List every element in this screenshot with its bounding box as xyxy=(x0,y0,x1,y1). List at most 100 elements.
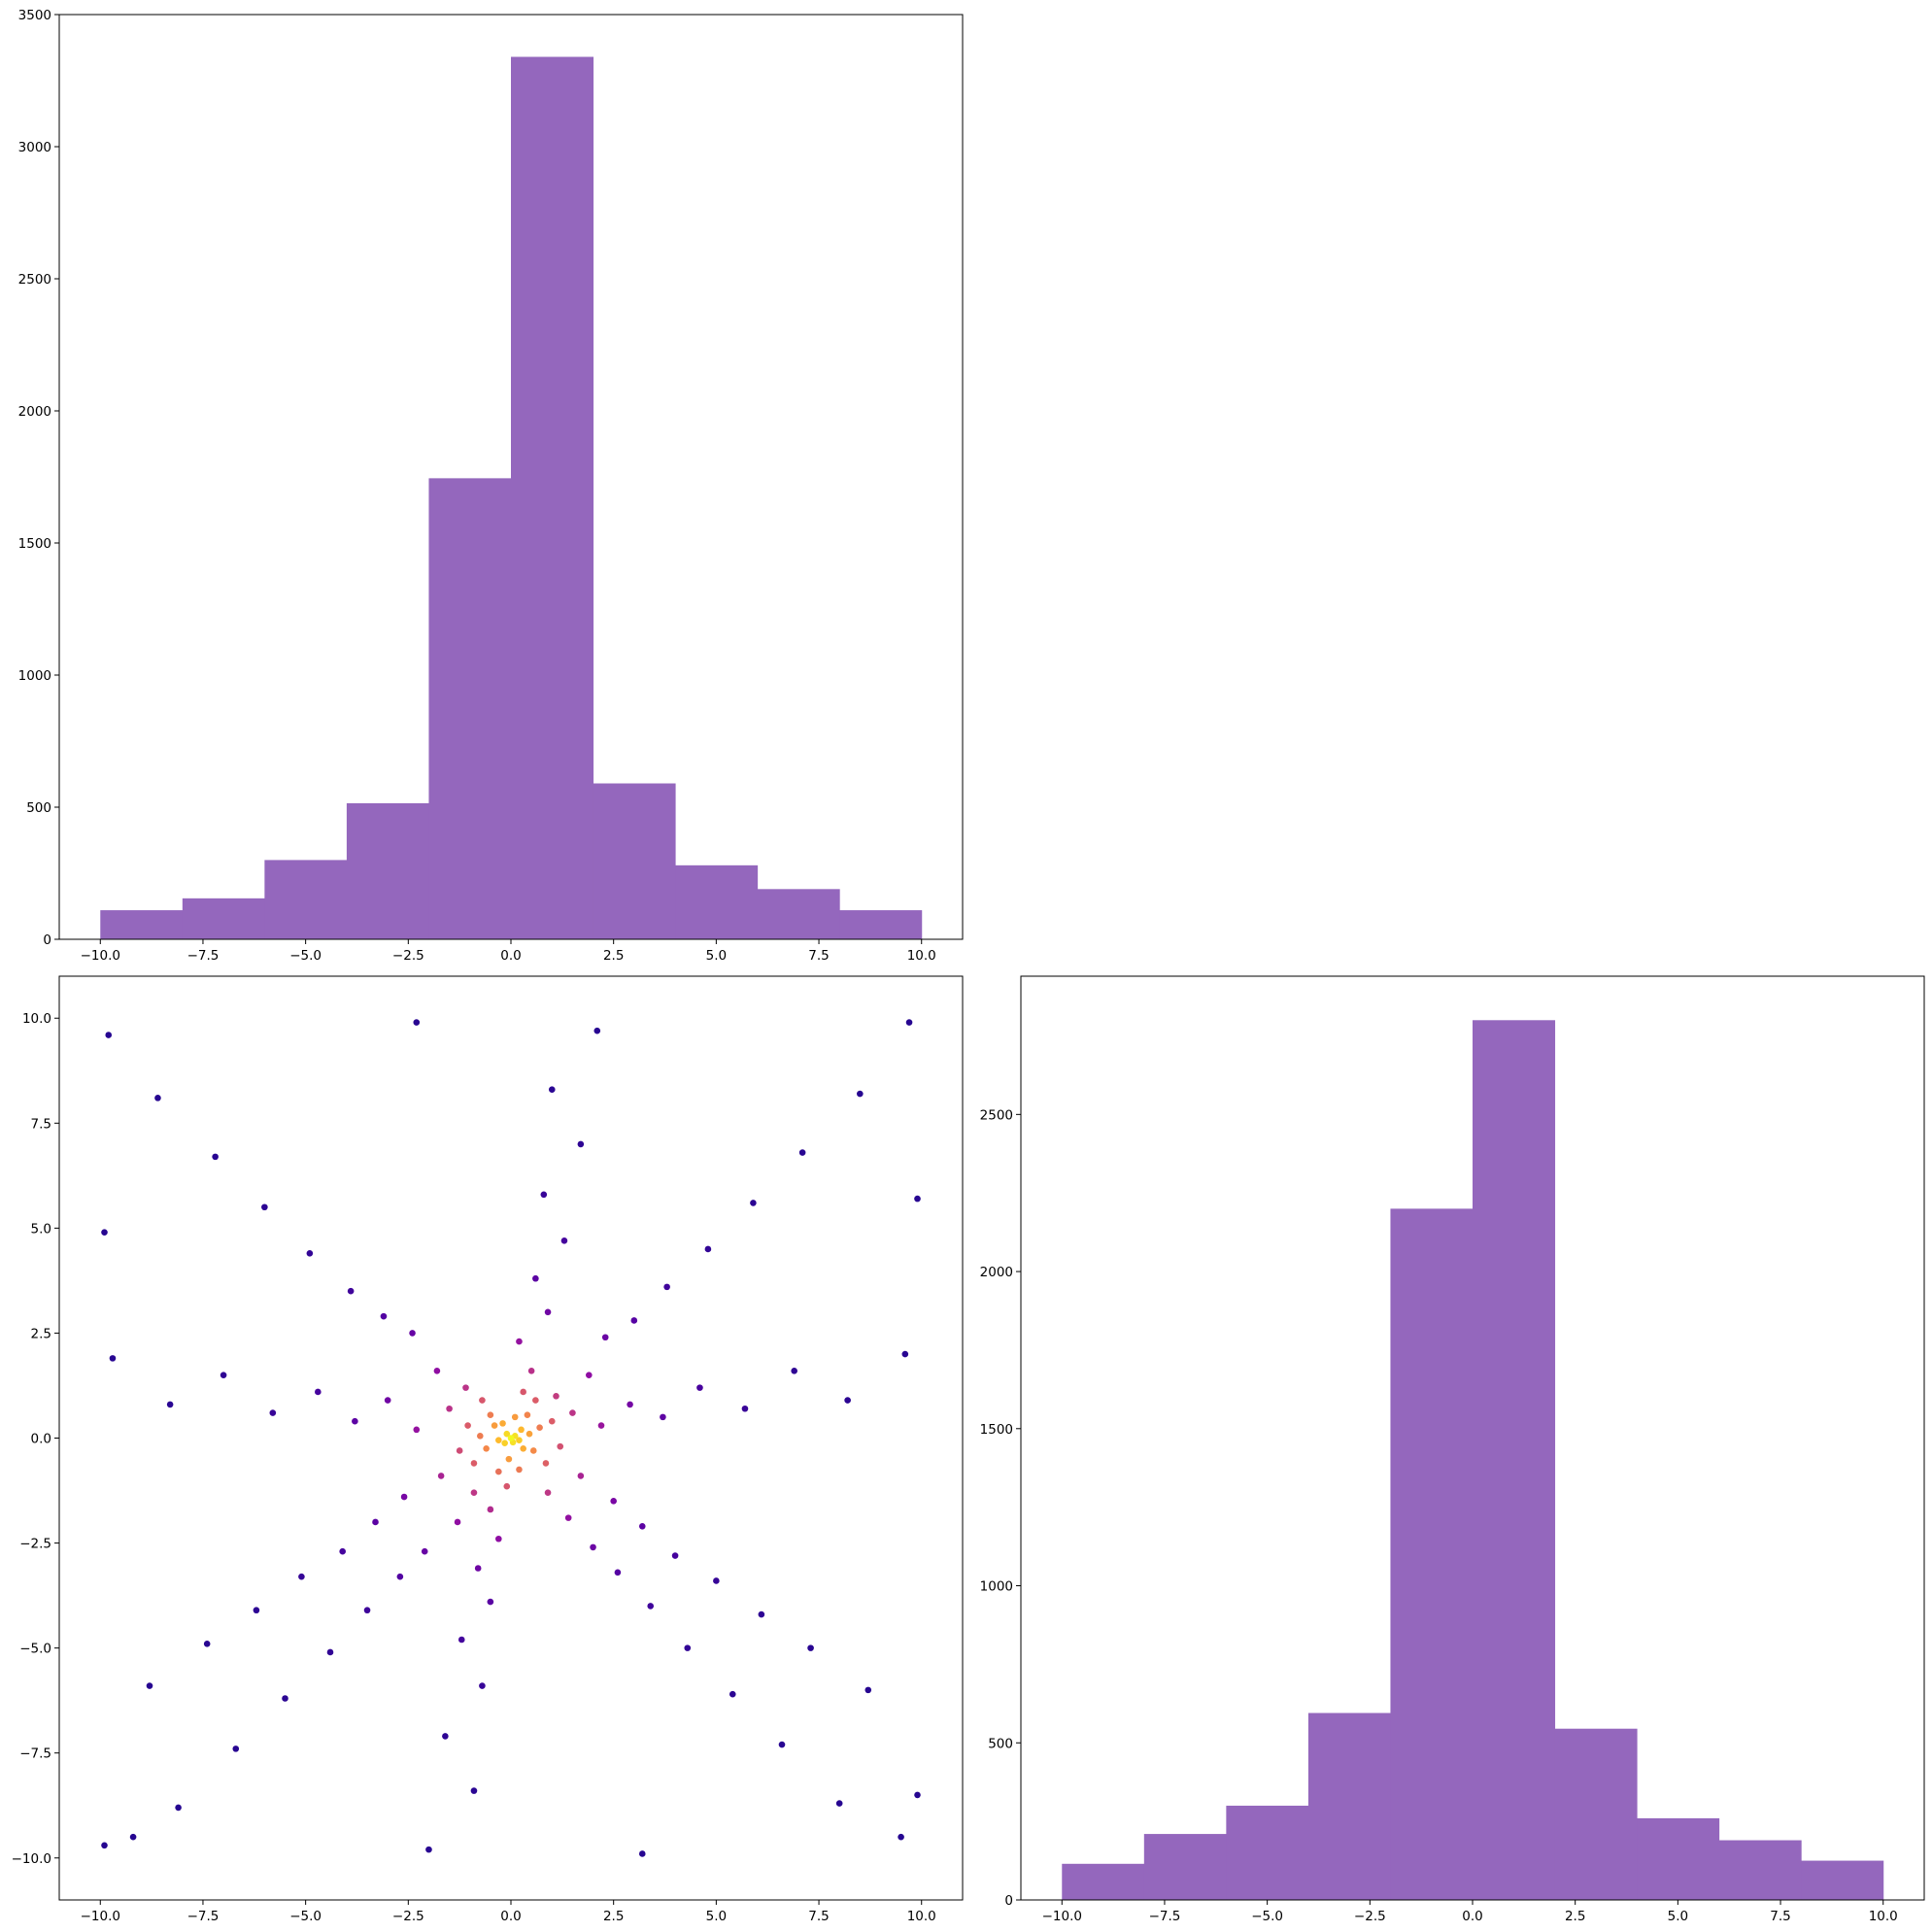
scatter-point xyxy=(610,1498,617,1505)
scatter-point xyxy=(446,1405,453,1412)
scatter-point xyxy=(524,1411,531,1419)
scatter-point xyxy=(421,1547,428,1555)
y-tick-label: 0.0 xyxy=(31,1432,51,1447)
scatter-point xyxy=(154,1095,161,1102)
scatter-point xyxy=(487,1506,494,1513)
x-tick-label: −7.5 xyxy=(187,1909,220,1924)
x-tick-label: −7.5 xyxy=(187,948,220,964)
scatter-point xyxy=(507,1435,515,1441)
scatter-point xyxy=(557,1442,564,1450)
scatter-point xyxy=(129,1833,137,1841)
scatter-point xyxy=(298,1573,305,1580)
scatter-point xyxy=(470,1460,478,1467)
y-tick-label: 10.0 xyxy=(22,1011,51,1027)
y-tick-label: 3000 xyxy=(18,140,51,155)
scatter-point xyxy=(306,1250,314,1257)
scatter-point xyxy=(433,1368,441,1374)
scatter-point xyxy=(400,1493,408,1501)
scatter-point xyxy=(476,1433,484,1440)
bottom-left-scatter-plot: −10.0 −7.5 −5.0 −2.5 0.0 2.5 5.0 7.5 10.0 −10.0 −7… xyxy=(12,975,964,1924)
scatter-point xyxy=(396,1573,404,1580)
scatter-point xyxy=(527,1368,535,1374)
x-tick-label: −10.0 xyxy=(1042,1909,1082,1924)
scatter-point xyxy=(105,1032,113,1038)
scatter-point xyxy=(495,1468,502,1475)
scatter-point xyxy=(638,1522,646,1530)
x-tick-label: −10.0 xyxy=(81,1909,120,1924)
scatter-point xyxy=(520,1445,526,1452)
scatter-point xyxy=(487,1598,494,1606)
scatter-point xyxy=(529,1447,537,1454)
axes-frame xyxy=(58,14,964,940)
x-tick-label: −5.0 xyxy=(289,948,322,964)
scatter-point xyxy=(807,1644,814,1651)
scatter-point xyxy=(269,1409,277,1416)
x-tick-label: −2.5 xyxy=(392,948,424,964)
scatter-point xyxy=(630,1317,638,1324)
y-tick-label: −10.0 xyxy=(12,1851,51,1867)
histogram-bar xyxy=(1637,1817,1720,1900)
scatter-point xyxy=(437,1473,445,1479)
y-tick-label: 1500 xyxy=(18,536,51,552)
x-tick-label: 2.5 xyxy=(603,948,624,964)
scatter-point xyxy=(315,1388,322,1396)
histogram-bar xyxy=(1390,1208,1474,1900)
x-tick-label: 5.0 xyxy=(706,1909,727,1924)
y-tick-label: 5.0 xyxy=(31,1221,51,1237)
scatter-point xyxy=(684,1644,692,1651)
scatter-point xyxy=(857,1090,864,1098)
scatter-point xyxy=(542,1460,550,1467)
y-tick-label: 500 xyxy=(26,800,51,816)
scatter-point xyxy=(660,1413,666,1421)
scatter-point xyxy=(101,1842,108,1849)
scatter-point xyxy=(470,1787,478,1794)
scatter-point xyxy=(525,1430,533,1438)
scatter-point xyxy=(384,1397,391,1404)
top-left-histogram: −10.0 −7.5 −5.0 −2.5 0.0 2.5 5.0 7.5 10.0 0 500 100… xyxy=(18,8,964,964)
scatter-point xyxy=(352,1417,358,1425)
scatter-point xyxy=(553,1392,559,1400)
scatter-point xyxy=(442,1733,449,1740)
x-tick-label: 0.0 xyxy=(500,948,521,964)
scatter-point xyxy=(499,1420,506,1427)
scatter-point xyxy=(548,1417,556,1425)
scatter-point xyxy=(544,1489,552,1496)
scatter-point xyxy=(464,1422,471,1429)
scatter-point xyxy=(454,1518,461,1526)
scatter-point xyxy=(380,1312,388,1320)
y-tick-label: 1500 xyxy=(980,1422,1013,1438)
scatter-point xyxy=(548,1086,556,1094)
scatter-point xyxy=(544,1308,552,1316)
scatter-point xyxy=(479,1397,486,1404)
scatter-point xyxy=(864,1686,872,1694)
scatter-point xyxy=(536,1424,543,1431)
axes-frame xyxy=(1020,975,1925,1901)
y-tick-label: 2500 xyxy=(980,1107,1013,1123)
scatter-point xyxy=(101,1229,108,1236)
scatter-point xyxy=(569,1409,576,1416)
x-tick-label: −10.0 xyxy=(81,948,120,964)
scatter-point xyxy=(146,1682,153,1689)
scatter-point xyxy=(798,1149,806,1156)
scatter-point xyxy=(503,1482,511,1490)
x-tick-label: 10.0 xyxy=(1869,1909,1898,1924)
x-tick-label: −2.5 xyxy=(392,1909,424,1924)
scatter-point xyxy=(495,1535,502,1542)
histogram-bar xyxy=(1226,1805,1309,1900)
scatter-point xyxy=(577,1473,585,1479)
scatter-point xyxy=(696,1384,703,1391)
histogram-bar xyxy=(593,783,676,939)
scatter-point xyxy=(363,1607,371,1614)
scatter-point xyxy=(778,1741,786,1748)
histogram-bar xyxy=(757,889,840,939)
scatter-point xyxy=(220,1372,227,1378)
y-tick-label: −5.0 xyxy=(19,1642,51,1657)
x-tick-label: −5.0 xyxy=(289,1909,322,1924)
histogram-bar xyxy=(511,56,594,939)
x-tick-label: 2.5 xyxy=(1565,1909,1585,1924)
y-tick-label: 7.5 xyxy=(31,1116,51,1132)
scatter-point xyxy=(282,1695,288,1702)
scatter-point xyxy=(166,1401,174,1408)
scatter-point xyxy=(470,1489,478,1496)
